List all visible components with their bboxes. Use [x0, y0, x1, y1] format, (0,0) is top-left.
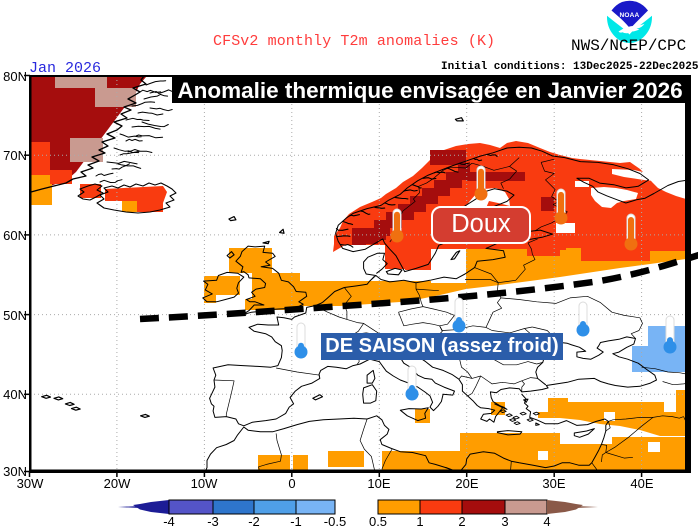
svg-text:NOAA: NOAA — [620, 12, 640, 19]
